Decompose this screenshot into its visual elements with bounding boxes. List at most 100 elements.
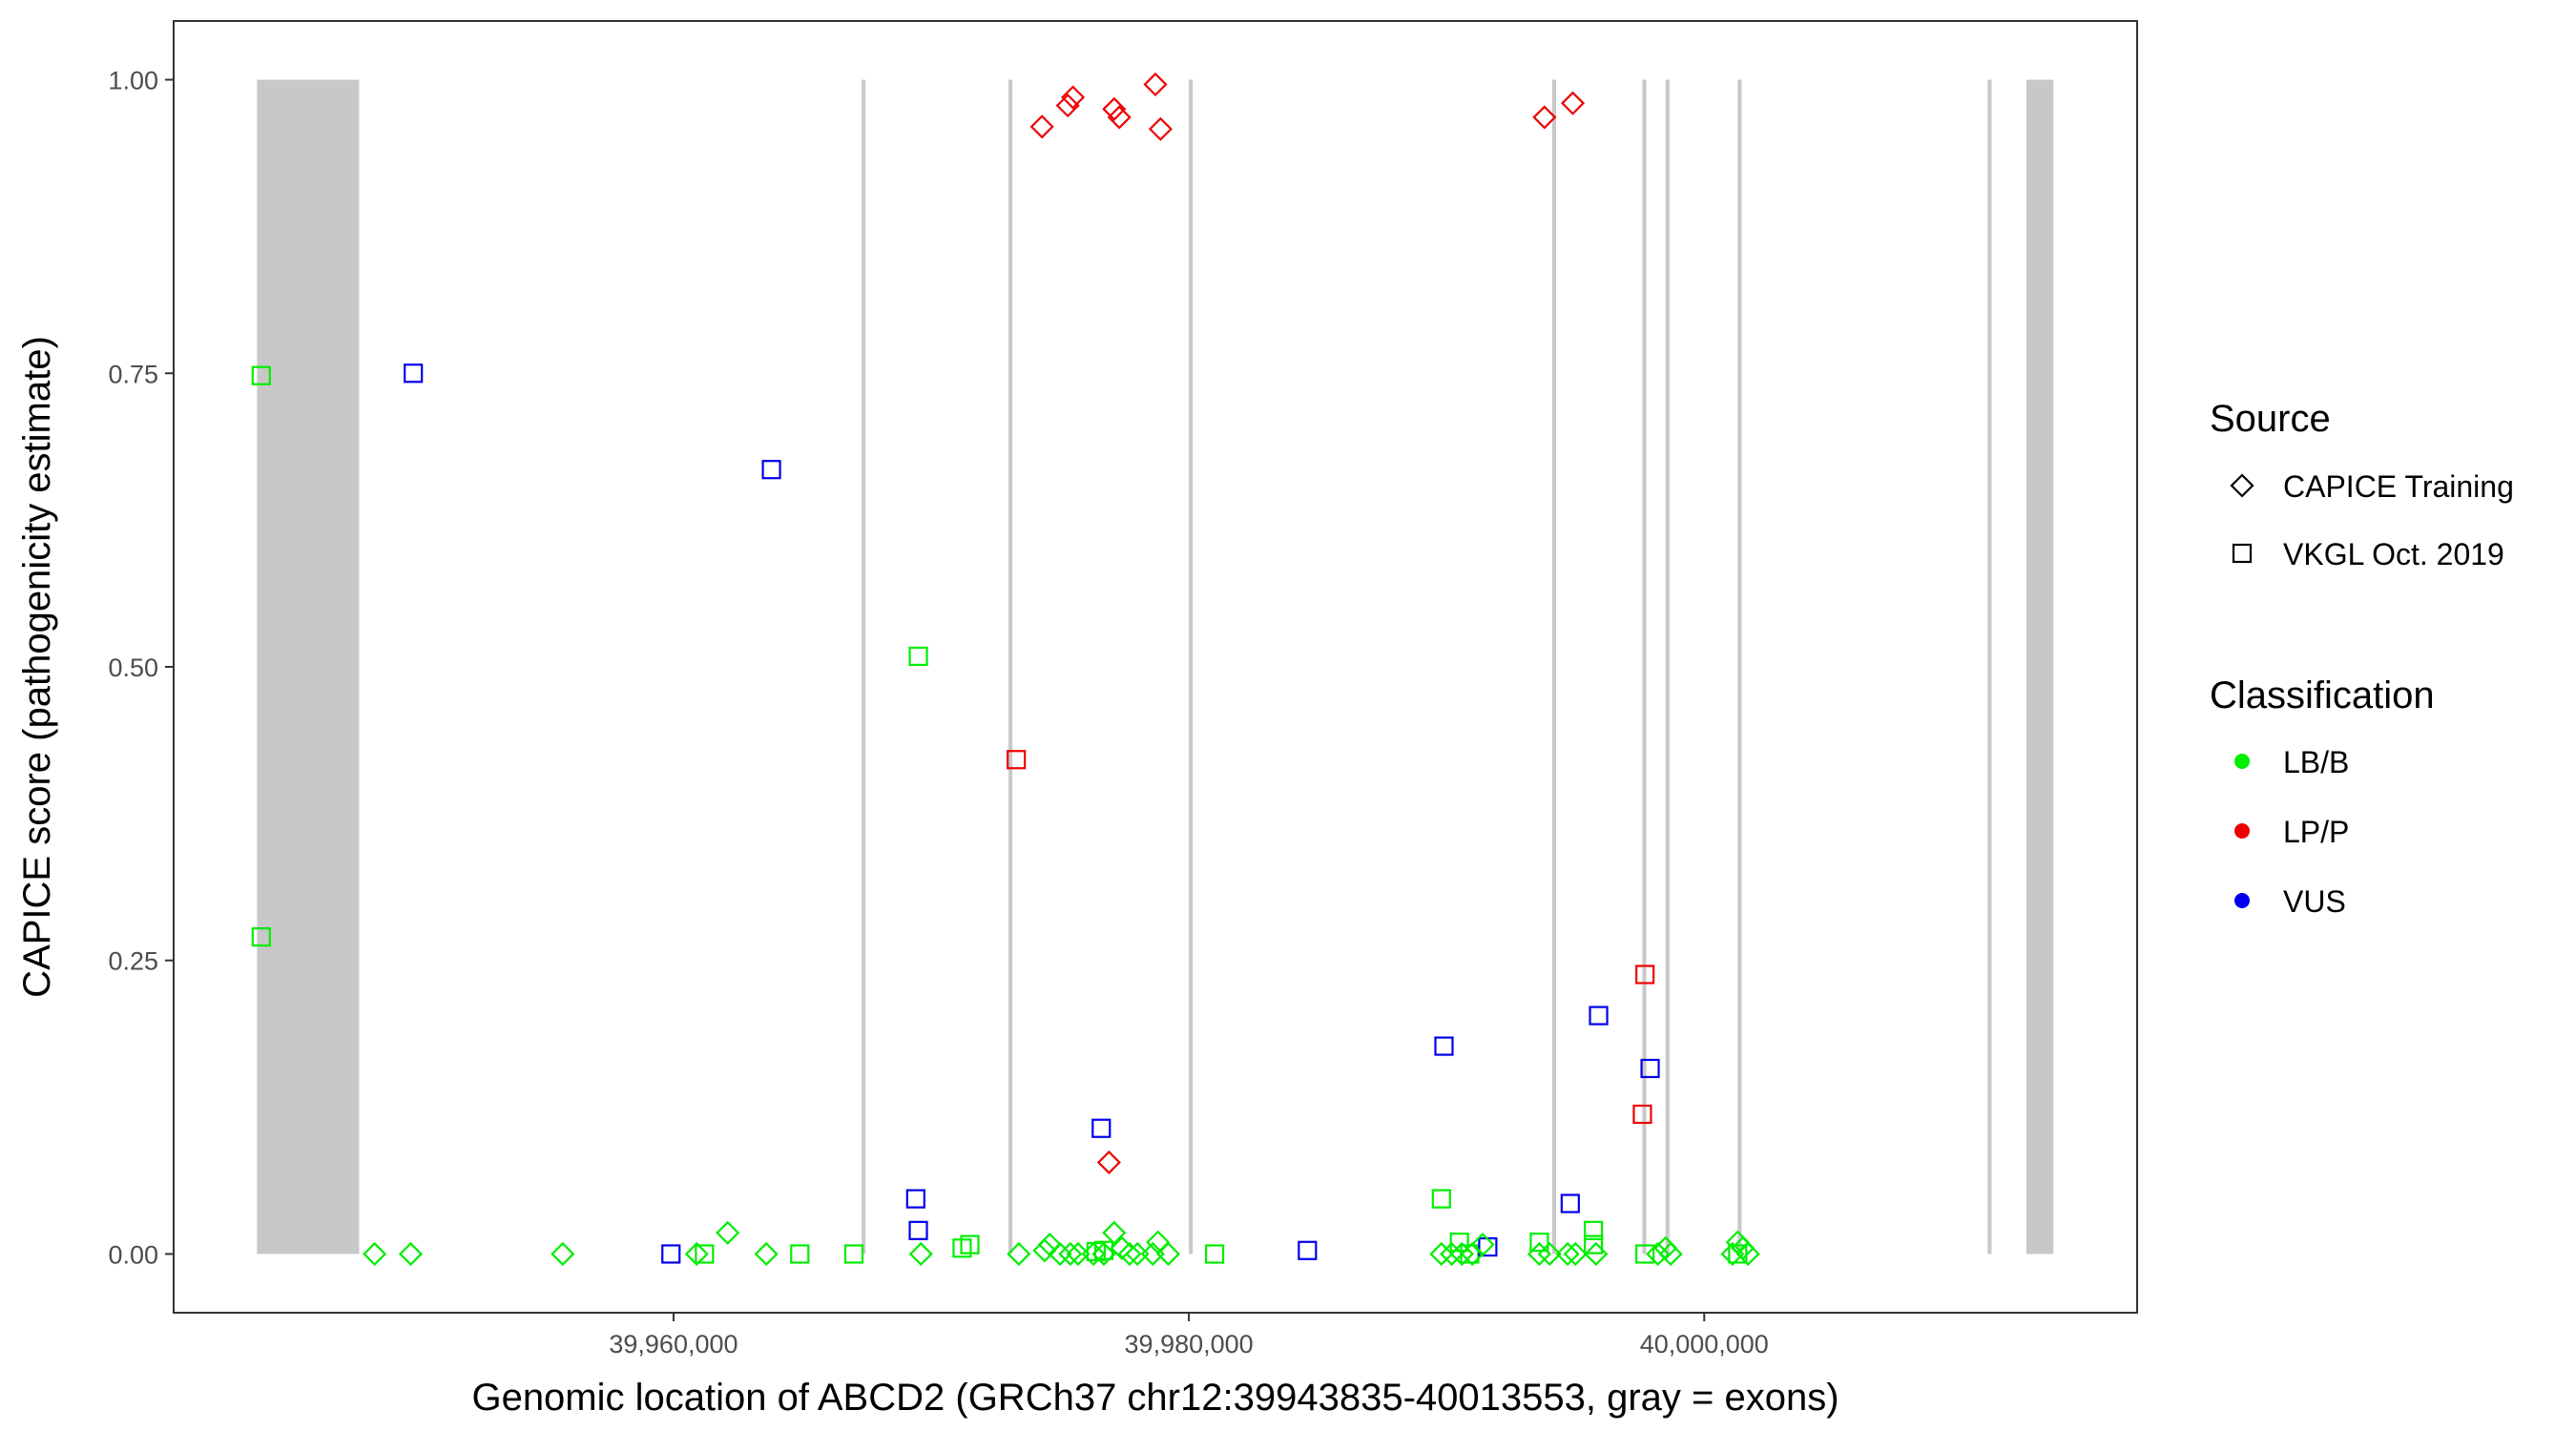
data-point [695,1244,715,1264]
data-point [908,646,928,667]
data-point [1091,1241,1116,1267]
plot-panel-border [173,20,2138,1314]
x-tick-label: 39,980,000 [1125,1330,1254,1358]
data-point [1470,1233,1495,1257]
y-tick-label: 0.25 [108,947,158,976]
data-point [398,1241,424,1267]
legend-key-dot [2234,754,2250,769]
legend-keys [2230,473,2254,908]
data-point [1061,85,1086,110]
data-points [251,72,1760,1267]
legend-source-title: Source [2210,398,2331,440]
data-point [1735,1241,1760,1267]
x-tick-label: 39,960,000 [609,1330,737,1358]
exon-band [1189,79,1194,1255]
data-point [908,1220,928,1240]
data-point [843,1244,864,1264]
data-point [551,1241,575,1267]
legend-source-label-capice-training: CAPICE Training [2283,469,2514,504]
data-point [1635,1244,1655,1264]
data-point [251,927,271,947]
data-point [905,1189,925,1209]
axis-ticks: 39,960,000 39,980,000 40,000,000 0.00 0.25 0.… [108,67,1768,1358]
exon-bands [257,79,2054,1255]
data-point [761,460,781,480]
legend-classification-label-lpp: LP/P [2283,815,2349,849]
data-point [1431,1189,1451,1209]
legend-source-label-vkgl: VKGL Oct. 2019 [2283,537,2504,571]
data-point [1096,1150,1121,1174]
data-point [1091,1118,1111,1138]
data-point [1058,1241,1083,1267]
legend-classification-label-lbb: LB/B [2283,745,2349,779]
data-point [1048,1241,1072,1267]
data-point [1555,1241,1580,1267]
data-point [1007,750,1027,770]
data-point [1148,116,1173,141]
data-point [1117,1241,1142,1267]
legend-key-dot [2234,893,2250,908]
data-point [251,365,271,385]
data-point [1658,1241,1683,1267]
data-point [1102,96,1127,121]
data-point [1440,1241,1465,1267]
data-point [1029,114,1054,139]
legend-classification-label-vus: VUS [2283,884,2346,919]
data-point [1563,1241,1588,1267]
y-tick-label: 0.50 [108,653,158,682]
data-point [363,1241,387,1267]
data-point [1640,1058,1660,1079]
data-point [1537,1241,1562,1267]
data-point [1584,1234,1604,1255]
data-point [1529,1233,1549,1253]
data-point [1107,105,1132,130]
data-point [1589,1006,1609,1026]
y-axis-title: CAPICE score (pathogenicity estimate) [16,336,58,998]
data-point [1081,1241,1106,1267]
y-tick-label: 0.00 [108,1240,158,1269]
exon-band [862,79,866,1255]
data-point [1560,1193,1580,1213]
data-point [1055,93,1080,118]
data-point [1429,1241,1454,1267]
legend-key-dot [2234,823,2250,839]
x-tick-label: 40,000,000 [1640,1330,1769,1358]
exon-band [2025,79,2054,1255]
data-point [1527,1241,1551,1267]
data-point [1007,1241,1031,1267]
exon-band [1987,79,1992,1255]
exon-band [1642,79,1647,1255]
data-point [754,1241,779,1267]
legend-classification-title: Classification [2210,674,2435,716]
data-point [1155,1241,1181,1267]
data-point [908,1241,933,1267]
data-point [1205,1244,1225,1264]
data-point [1143,72,1168,97]
data-point [1532,105,1557,130]
data-point [404,363,424,384]
data-point [1449,1241,1474,1267]
data-point [1434,1036,1454,1056]
data-point [1298,1240,1318,1260]
data-point [716,1220,740,1245]
data-point [661,1244,681,1264]
data-point [1635,964,1655,985]
data-point [1632,1104,1652,1125]
exon-band [1551,79,1556,1255]
legend-key-diamond [2230,473,2254,498]
y-tick-label: 0.75 [108,360,158,388]
exon-band [257,79,360,1255]
data-point [1584,1241,1609,1267]
data-point [684,1241,709,1267]
exon-band [1008,79,1013,1255]
legend: Source CAPICE Training VKGL Oct. 2019 Cl… [2210,398,2514,919]
exon-band [1737,79,1742,1255]
x-axis-title: Genomic location of ABCD2 (GRCh37 chr12:… [471,1377,1839,1419]
y-tick-label: 1.00 [108,67,158,95]
data-point [960,1234,980,1255]
data-point [1102,1220,1127,1245]
data-point [790,1244,810,1264]
data-point [1560,91,1586,115]
legend-key-square [2232,543,2253,564]
